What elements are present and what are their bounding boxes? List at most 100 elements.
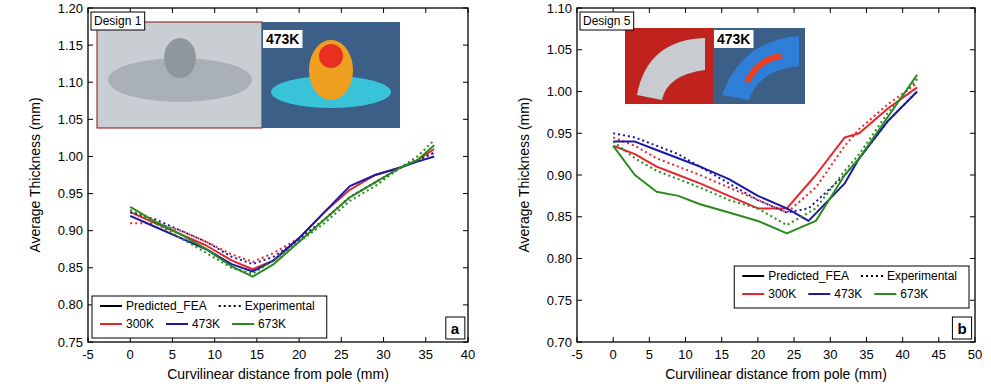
y-tick-label: 1.00 [547, 84, 572, 99]
y-tick-label: 0.85 [58, 260, 83, 275]
design-label-box [580, 12, 634, 30]
legend-label: Experimental [887, 269, 957, 283]
design-label: Design 5 [583, 14, 631, 28]
legend-label: 300K [126, 317, 154, 331]
x-tick [649, 8, 650, 13]
y-tick-label: 1.20 [58, 1, 83, 16]
y-tick [88, 230, 93, 231]
panel-0: -505101520253035400.750.800.850.900.951.… [27, 1, 475, 383]
y-tick [577, 216, 582, 217]
x-tick [721, 8, 722, 13]
series-line [613, 92, 917, 221]
x-tick-label: 35 [859, 347, 873, 362]
legend-label: Predicted_FEA [768, 269, 849, 283]
x-tick-label: 30 [823, 347, 837, 362]
x-tick [88, 8, 89, 13]
x-tick [613, 337, 614, 342]
y-tick-label: 0.75 [58, 335, 83, 350]
y-tick [970, 49, 975, 50]
x-tick-label: 30 [376, 347, 390, 362]
fea-inset [262, 22, 400, 128]
y-tick [970, 8, 975, 9]
series-group [613, 75, 917, 234]
legend-label: 473K [192, 317, 220, 331]
x-tick-label: 5 [169, 347, 176, 362]
x-tick [341, 8, 342, 13]
x-tick [341, 337, 342, 342]
y-tick-label: 0.90 [547, 168, 572, 183]
series-line [130, 153, 434, 262]
x-tick-label: -5 [82, 347, 94, 362]
temperature-label-box [263, 30, 302, 48]
fea-shape [309, 40, 353, 100]
y-tick [970, 175, 975, 176]
legend-swatch [219, 305, 241, 307]
y-tick [577, 175, 582, 176]
x-tick [794, 337, 795, 342]
x-tick [938, 337, 939, 342]
legend-label: 673K [258, 317, 286, 331]
x-tick [902, 8, 903, 13]
legend: Predicted_FEAExperimental300K473K673K [92, 296, 327, 338]
legend-swatch [742, 275, 764, 277]
y-tick [577, 300, 582, 301]
y-tick [577, 342, 582, 343]
panel-letter: a [451, 320, 460, 337]
y-tick [463, 193, 468, 194]
series-line [613, 83, 917, 212]
y-tick-label: 0.75 [547, 293, 572, 308]
x-tick-label: 15 [714, 347, 728, 362]
x-tick [757, 337, 758, 342]
y-tick-label: 1.00 [58, 149, 83, 164]
y-tick [970, 258, 975, 259]
x-tick [975, 8, 976, 13]
y-tick [88, 342, 93, 343]
y-tick [970, 216, 975, 217]
y-tick [463, 342, 468, 343]
legend-swatch [808, 293, 830, 295]
x-tick-label: 25 [787, 347, 801, 362]
y-tick [463, 119, 468, 120]
x-tick [214, 8, 215, 13]
plot-frame [88, 8, 468, 342]
fea-shape [747, 56, 782, 82]
series-line [130, 149, 434, 269]
y-tick [577, 133, 582, 134]
x-tick-label: 0 [610, 347, 617, 362]
y-tick [463, 230, 468, 231]
y-tick-label: 0.85 [547, 209, 572, 224]
x-tick [685, 8, 686, 13]
x-tick [902, 337, 903, 342]
legend-label: Experimental [245, 299, 315, 313]
fea-shape [319, 44, 343, 68]
y-tick [88, 156, 93, 157]
design-label: Design 1 [94, 14, 142, 28]
x-tick-label: 10 [207, 347, 221, 362]
x-tick [172, 8, 173, 13]
y-tick [970, 133, 975, 134]
panel-1: -5051015202530354045500.700.750.800.850.… [516, 1, 982, 383]
legend-box [734, 266, 969, 308]
y-tick [88, 119, 93, 120]
x-axis-title: Curvilinear distance from pole (mm) [665, 366, 887, 382]
legend-swatch [742, 293, 764, 295]
y-tick [463, 8, 468, 9]
panel-letter-box [446, 317, 465, 339]
series-line [613, 75, 917, 234]
x-tick [256, 8, 257, 13]
y-tick [463, 267, 468, 268]
x-tick-label: 50 [968, 347, 982, 362]
x-tick [383, 337, 384, 342]
legend-swatch [861, 275, 883, 277]
x-tick-label: 45 [932, 347, 946, 362]
legend-swatch [874, 293, 896, 295]
legend-label: 300K [768, 287, 796, 301]
y-tick [88, 45, 93, 46]
x-tick-label: 20 [751, 347, 765, 362]
x-tick-label: 15 [250, 347, 264, 362]
series-line [130, 140, 434, 274]
fea-inset [713, 28, 805, 104]
x-tick-label: 25 [334, 347, 348, 362]
y-tick [970, 300, 975, 301]
x-tick [299, 8, 300, 13]
